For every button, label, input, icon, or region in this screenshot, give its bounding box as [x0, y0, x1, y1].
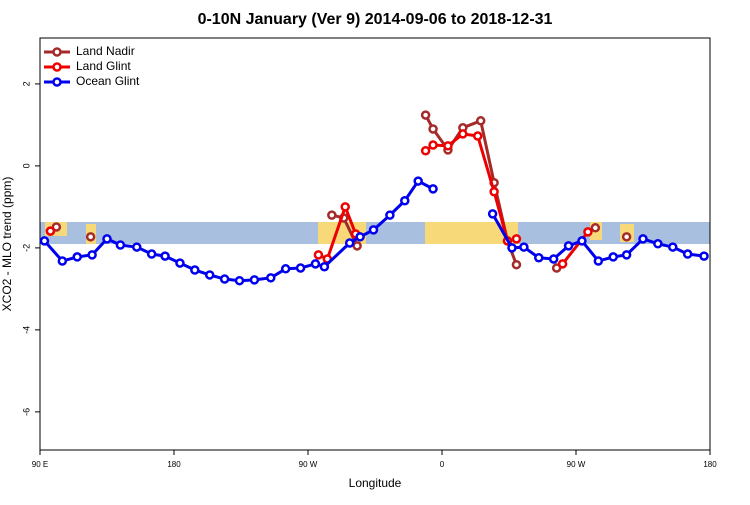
point [511, 259, 522, 270]
x-tick-label: 0 [440, 460, 445, 469]
point [548, 254, 559, 264]
x-tick-label: 180 [703, 460, 717, 469]
point [668, 242, 678, 252]
point [146, 249, 157, 259]
point [280, 264, 291, 274]
point [443, 141, 453, 151]
point [507, 243, 517, 253]
point [653, 239, 663, 249]
legend-marker [52, 62, 62, 72]
point [511, 234, 522, 244]
point [57, 256, 68, 266]
point [638, 234, 648, 244]
x-tick-label: 90 W [567, 460, 586, 469]
legend-label: Ocean Glint [76, 74, 140, 88]
point [249, 275, 260, 285]
point [132, 242, 142, 252]
point [115, 240, 126, 250]
point [583, 227, 593, 237]
point [72, 252, 82, 262]
point [219, 274, 230, 284]
point [608, 252, 618, 262]
point [175, 258, 185, 268]
point [51, 222, 62, 232]
point [621, 250, 632, 260]
point [475, 116, 486, 126]
point [45, 226, 56, 236]
point [190, 265, 200, 275]
point [266, 273, 276, 283]
y-tick-label: -2 [21, 244, 31, 252]
point [160, 251, 170, 261]
point [428, 184, 438, 194]
point [327, 210, 337, 220]
x-tick-label: 90 W [299, 460, 318, 469]
point [39, 236, 50, 246]
point [472, 131, 483, 141]
point [563, 241, 574, 251]
point [699, 251, 709, 261]
point [534, 252, 544, 263]
point [234, 275, 245, 286]
y-tick-label: -4 [21, 326, 31, 334]
point [102, 234, 112, 244]
point [310, 259, 321, 269]
legend-label: Land Nadir [76, 44, 135, 58]
point [420, 110, 431, 120]
y-tick-label: -6 [21, 408, 31, 416]
legend-marker [52, 77, 62, 87]
point [385, 210, 395, 220]
chart-title: 0-10N January (Ver 9) 2014-09-06 to 2018… [198, 11, 553, 28]
legend-label: Land Glint [76, 59, 131, 73]
point [577, 236, 587, 246]
plot-frame [39, 37, 711, 451]
legend-marker [52, 47, 62, 57]
point [420, 145, 431, 156]
point [557, 259, 568, 269]
x-axis-label: Longitude [349, 476, 402, 490]
point [340, 202, 350, 212]
point [413, 176, 423, 186]
point [295, 263, 306, 273]
point [519, 242, 529, 252]
point [428, 124, 438, 134]
x-tick-label: 180 [167, 460, 181, 469]
point [682, 249, 693, 259]
y-tick-label: 2 [21, 81, 31, 86]
point [204, 270, 215, 280]
point [487, 209, 498, 219]
point [352, 241, 362, 251]
x-tick-label: 90 E [32, 460, 48, 469]
y-axis-label: XCO2 - MLO trend (ppm) [0, 177, 14, 312]
point [593, 256, 604, 266]
point [621, 232, 632, 242]
point [313, 250, 324, 260]
point [458, 129, 468, 139]
point [85, 232, 96, 242]
point [87, 250, 97, 260]
point [319, 262, 330, 272]
point [551, 263, 562, 273]
point [590, 223, 601, 233]
point [400, 196, 410, 206]
point [368, 225, 379, 235]
point [344, 238, 355, 248]
y-tick-label: 0 [21, 163, 31, 168]
point [355, 232, 365, 242]
point [428, 140, 438, 150]
point [489, 186, 499, 197]
